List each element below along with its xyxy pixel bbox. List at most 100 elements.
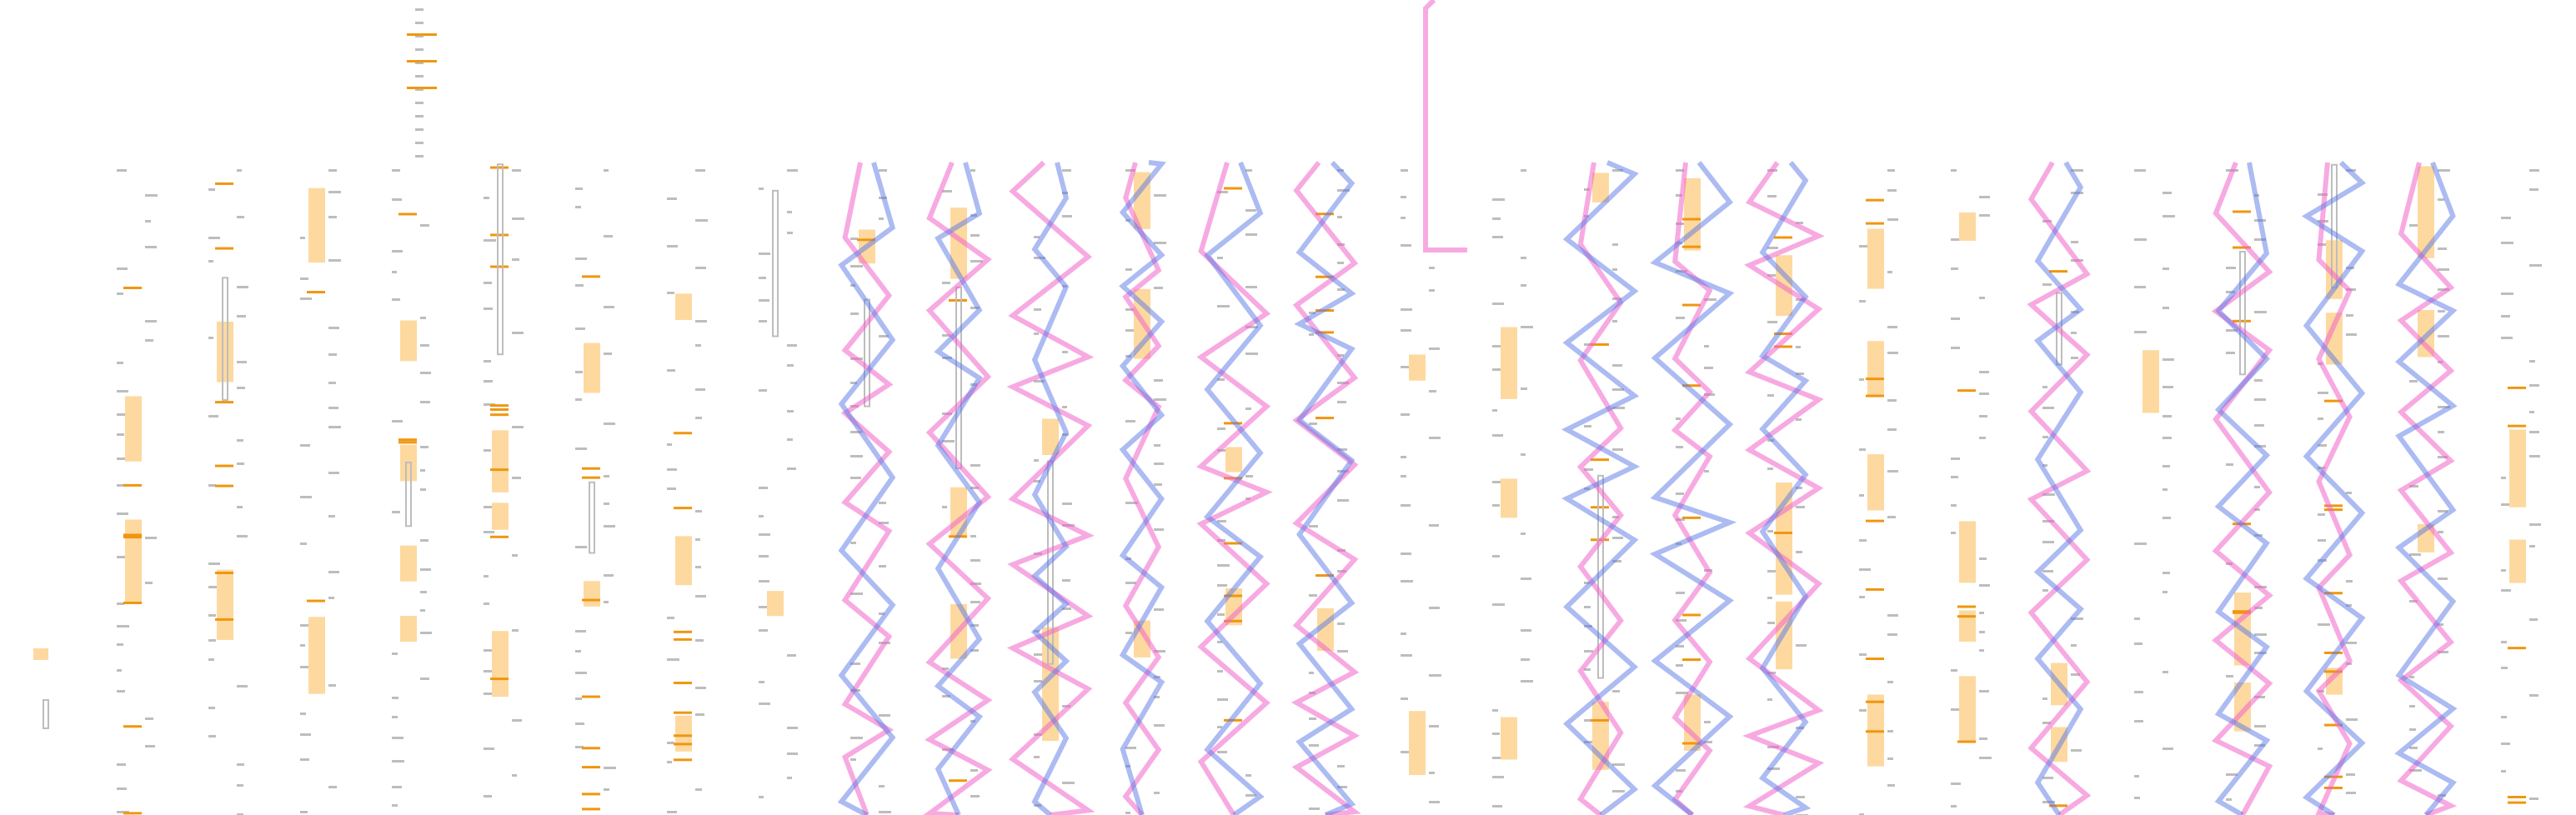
event-line xyxy=(398,438,417,442)
row-marker xyxy=(2071,673,2080,676)
row-marker xyxy=(300,758,309,761)
event-line xyxy=(1866,378,1884,381)
row-marker xyxy=(2318,418,2323,420)
ribbon xyxy=(2315,162,2353,815)
row-marker xyxy=(759,487,768,489)
row-marker xyxy=(1492,218,1501,220)
row-marker xyxy=(2042,589,2048,592)
row-marker xyxy=(759,681,764,683)
gray-bar xyxy=(772,189,779,338)
row-marker xyxy=(1796,346,1801,348)
row-marker xyxy=(604,767,616,769)
row-marker xyxy=(1401,217,1406,219)
row-marker xyxy=(2529,360,2535,362)
row-marker xyxy=(392,716,398,718)
row-marker xyxy=(2042,386,2047,388)
row-marker xyxy=(392,760,404,762)
row-marker xyxy=(1429,524,1439,527)
row-marker xyxy=(484,575,489,578)
row-marker xyxy=(2529,264,2542,267)
row-marker xyxy=(1429,674,1441,677)
row-marker xyxy=(667,468,677,471)
row-marker xyxy=(1979,558,1987,560)
row-marker xyxy=(1217,520,1226,522)
event-line xyxy=(490,404,509,408)
event-line xyxy=(1866,730,1884,733)
row-marker xyxy=(208,614,216,617)
row-marker xyxy=(1154,724,1165,727)
row-marker xyxy=(2163,192,2172,194)
row-marker xyxy=(1492,345,1503,348)
row-marker xyxy=(575,448,587,450)
row-marker xyxy=(420,609,425,612)
row-marker xyxy=(2438,335,2449,338)
row-marker xyxy=(117,690,125,692)
row-marker xyxy=(604,235,613,238)
row-marker xyxy=(512,629,519,632)
ribbon xyxy=(1742,161,1825,815)
row-marker xyxy=(2529,169,2539,172)
row-marker xyxy=(1062,782,1075,784)
span-block xyxy=(1042,422,1059,455)
row-marker xyxy=(970,559,980,562)
event-line xyxy=(582,792,600,796)
row-marker xyxy=(1887,169,1895,172)
row-marker xyxy=(1704,721,1711,723)
row-marker xyxy=(759,188,764,190)
row-marker xyxy=(759,299,769,302)
row-marker xyxy=(392,198,402,201)
row-marker xyxy=(2438,198,2444,201)
ribbon xyxy=(1030,162,1070,815)
event-line xyxy=(1957,605,1976,608)
row-marker xyxy=(237,169,242,172)
row-marker xyxy=(1034,308,1041,311)
row-marker xyxy=(1887,681,1893,683)
row-marker xyxy=(300,666,308,668)
row-marker xyxy=(484,197,489,199)
row-marker xyxy=(1767,768,1780,770)
row-marker xyxy=(2163,386,2173,388)
event-line xyxy=(1774,345,1792,348)
row-marker xyxy=(759,389,767,392)
row-marker xyxy=(2254,379,2263,382)
row-marker xyxy=(300,811,308,813)
event-line xyxy=(2508,647,2526,650)
row-marker xyxy=(1429,267,1435,269)
row-marker xyxy=(2134,618,2140,620)
row-marker xyxy=(1612,560,1621,562)
row-marker xyxy=(2226,463,2233,466)
row-marker xyxy=(300,298,312,300)
row-marker xyxy=(1979,196,1990,198)
row-marker xyxy=(2254,486,2260,488)
row-marker xyxy=(145,718,153,720)
row-marker xyxy=(1951,238,1962,241)
row-marker xyxy=(2529,455,2540,458)
row-marker xyxy=(237,784,243,787)
row-marker xyxy=(117,292,123,295)
row-marker xyxy=(604,574,614,577)
row-marker xyxy=(117,763,126,766)
row-marker xyxy=(1245,794,1256,797)
span-block xyxy=(308,188,325,263)
row-marker xyxy=(512,258,519,261)
row-marker xyxy=(1034,480,1040,482)
row-marker xyxy=(2042,493,2055,496)
row-marker xyxy=(1492,409,1497,412)
row-marker xyxy=(1034,653,1045,656)
row-marker xyxy=(415,22,423,24)
span-block xyxy=(1959,676,1976,742)
row-marker xyxy=(1859,494,1864,497)
row-marker xyxy=(879,502,886,504)
row-marker xyxy=(1612,516,1619,518)
event-line xyxy=(2233,210,2251,213)
row-marker xyxy=(575,258,587,260)
row-marker xyxy=(208,237,220,239)
row-marker xyxy=(1154,287,1163,289)
row-marker xyxy=(1492,368,1504,371)
row-marker xyxy=(1217,305,1230,308)
row-marker xyxy=(1034,680,1045,682)
row-marker xyxy=(117,362,123,364)
row-marker xyxy=(575,328,585,330)
row-marker xyxy=(117,643,123,646)
